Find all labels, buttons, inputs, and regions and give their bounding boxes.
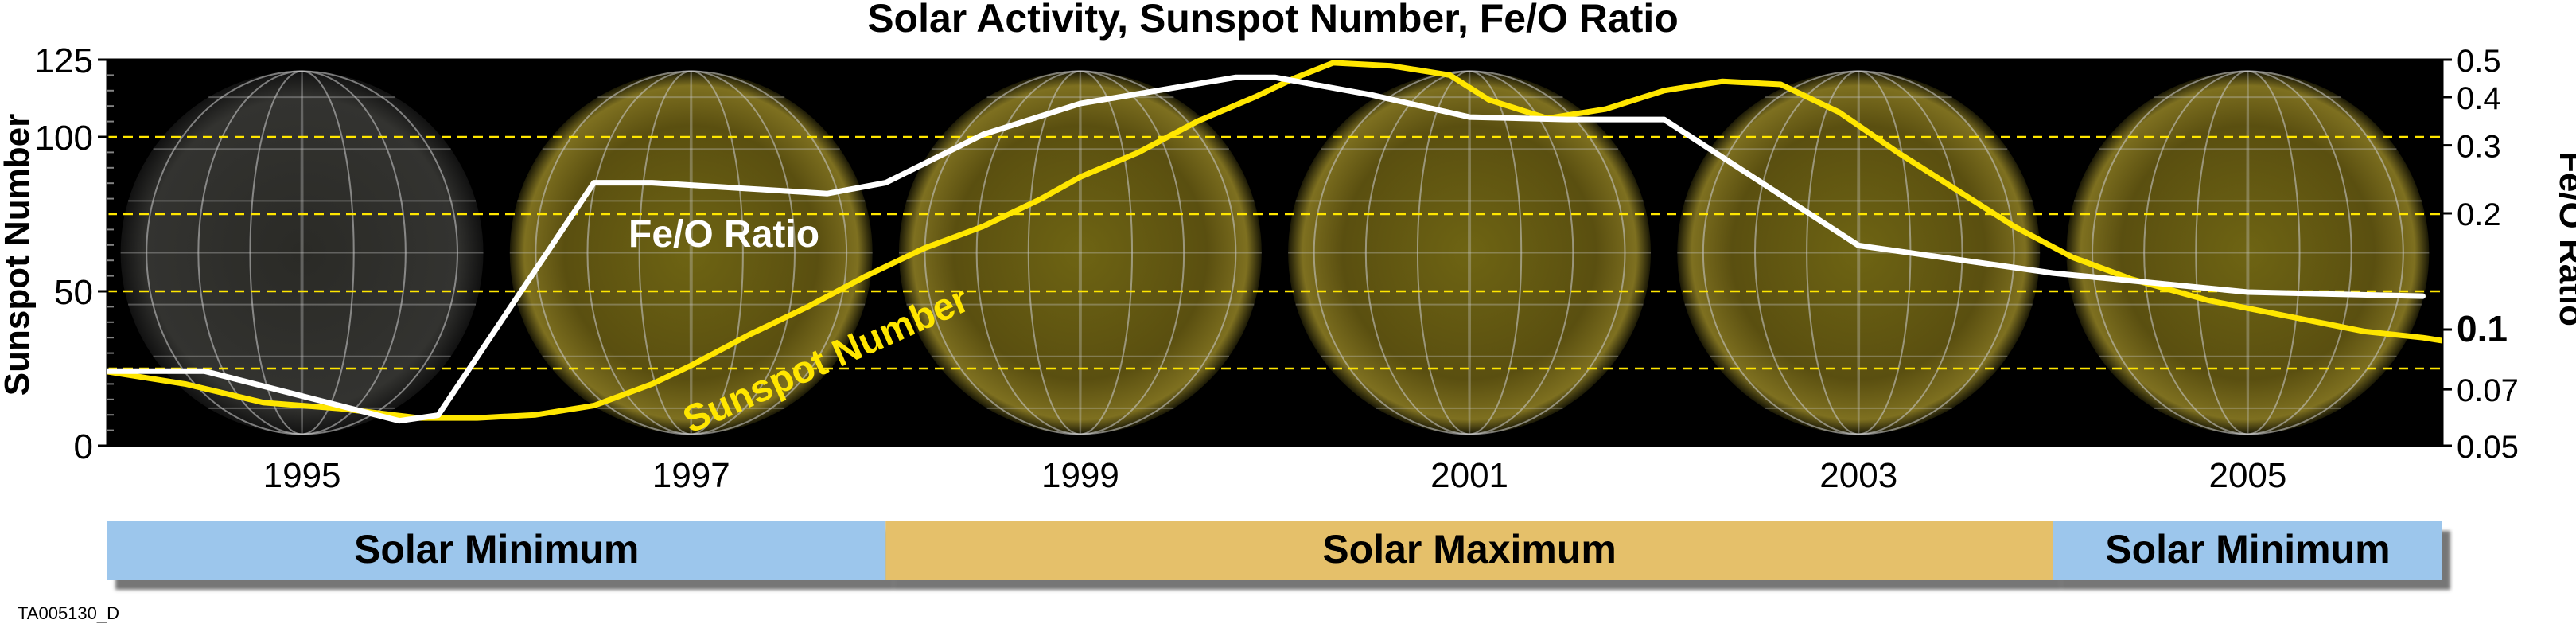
solar-disk-meridian: [1416, 70, 1523, 435]
y-tick-label: 125: [35, 41, 93, 80]
y-axis-label: Sunspot Number: [0, 114, 37, 396]
axis-ticks: 0 50 100 125 0.05 0.07 0.1 0.2 0.3 0.40.5 1995 1997…: [35, 41, 2519, 495]
solar-disk-meridian: [1364, 70, 1574, 435]
solar-disk-3: [898, 70, 1262, 435]
phase-3: Solar Minimum: [2053, 521, 2442, 580]
x-tick-label: 1995: [263, 456, 341, 495]
solar-disk-meridian: [535, 70, 848, 435]
x-tick-label: 2001: [1430, 456, 1508, 495]
solar-disk-meridian: [586, 70, 796, 435]
solar-disk-face: [2066, 71, 2430, 435]
y2-tick-label: 0.4: [2457, 81, 2501, 116]
solar-disk-meridian: [249, 70, 355, 435]
solar-disk-face: [509, 71, 873, 435]
solar-disk-meridian: [1027, 70, 1134, 435]
solar-disk-meridian: [146, 70, 458, 435]
solar-disk-meridian: [1313, 70, 1626, 435]
solar-disk-meridian: [197, 70, 407, 435]
solar-disk-meridian: [1078, 70, 1082, 435]
solar-disk-meridian: [2143, 70, 2352, 435]
y2-tick-label: 0.07: [2457, 373, 2519, 408]
solar-disk-4: [1288, 70, 1652, 435]
solar-disk-meridian: [2143, 70, 2352, 435]
solar-disk-images: [120, 70, 2430, 435]
solar-disk-meridian: [1468, 70, 1472, 435]
figure-caption: TA005130_D: [18, 603, 120, 623]
phase-2: Solar Maximum: [885, 521, 2053, 580]
solar-disk-meridian: [1027, 70, 1134, 435]
solar-disk-1: [120, 70, 484, 435]
phase-bar-segment: [107, 521, 886, 580]
y2-axis-label: Fe/O Ratio: [2552, 151, 2576, 326]
plot-background: [107, 60, 2442, 446]
x-tick-label: 1997: [652, 456, 730, 495]
chart-title: Solar Activity, Sunspot Number, Fe/O Rat…: [867, 0, 1679, 41]
solar-disk-meridian: [1364, 70, 1574, 435]
y2-tick-label: 0.5: [2457, 44, 2501, 79]
y2-tick-label: 0.1: [2457, 308, 2508, 349]
phase-bar-segment: [2053, 521, 2442, 580]
solar-disk-meridian: [638, 70, 744, 435]
solar-disk-meridian: [1702, 70, 2015, 435]
solar-disk-meridian: [2195, 70, 2301, 435]
y-tick-label: 0: [74, 427, 93, 466]
solar-disk-meridian: [975, 70, 1185, 435]
solar-disk-meridian: [2195, 70, 2301, 435]
y-tick-label: 50: [54, 273, 93, 312]
solar-disk-meridian: [535, 70, 848, 435]
x-tick-label: 2003: [1819, 456, 1897, 495]
solar-disk-face: [120, 71, 484, 435]
solar-disk-meridian: [2246, 70, 2250, 435]
solar-disk-2: [509, 70, 873, 435]
phase-label: Solar Maximum: [1322, 527, 1617, 571]
fe-o-ratio-annotation: Fe/O Ratio: [628, 213, 819, 255]
solar-disk-meridian: [249, 70, 355, 435]
solar-disk-face: [1288, 71, 1652, 435]
phase-label: Solar Minimum: [354, 527, 639, 571]
phase-label: Solar Minimum: [2105, 527, 2390, 571]
solar-disk-meridian: [638, 70, 744, 435]
solar-disk-meridian: [1416, 70, 1523, 435]
y-tick-label: 100: [35, 119, 93, 158]
solar-disk-meridian: [586, 70, 796, 435]
solar-disk-meridian: [146, 70, 458, 435]
solar-disk-meridian: [1753, 70, 1963, 435]
solar-disk-meridian: [1753, 70, 1963, 435]
phase-bar-segment: [885, 521, 2053, 580]
solar-disk-6: [2066, 70, 2430, 435]
plot-frame: [106, 58, 2444, 447]
y-gridlines: [107, 135, 2442, 370]
phase-1: Solar Minimum: [107, 521, 886, 580]
y2-tick-label: 0.05: [2457, 430, 2519, 465]
solar-disk-face: [1677, 71, 2041, 435]
solar-disk-meridian: [924, 70, 1237, 435]
solar-disk-meridian: [1857, 70, 1861, 435]
solar-phase-bar: Solar Minimum Solar Maximum Solar Minimum: [107, 521, 2442, 580]
series-lines: [107, 60, 2442, 424]
solar-disk-face: [898, 71, 1262, 435]
solar-disk-meridian: [2092, 70, 2404, 435]
x-tick-label: 1999: [1041, 456, 1119, 495]
solar-disk-meridian: [689, 70, 693, 435]
y2-tick-label: 0.2: [2457, 197, 2501, 232]
solar-disk-meridian: [975, 70, 1185, 435]
series-line-fe-o-ratio: [107, 74, 2426, 424]
y2-tick-label: 0.3: [2457, 130, 2501, 165]
x-tick-label: 2005: [2208, 456, 2286, 495]
solar-disk-meridian: [2092, 70, 2404, 435]
solar-disk-meridian: [197, 70, 407, 435]
solar-disk-meridian: [1702, 70, 2015, 435]
solar-disk-meridian: [924, 70, 1237, 435]
solar-disk-meridian: [1313, 70, 1626, 435]
solar-disk-meridian: [300, 70, 304, 435]
